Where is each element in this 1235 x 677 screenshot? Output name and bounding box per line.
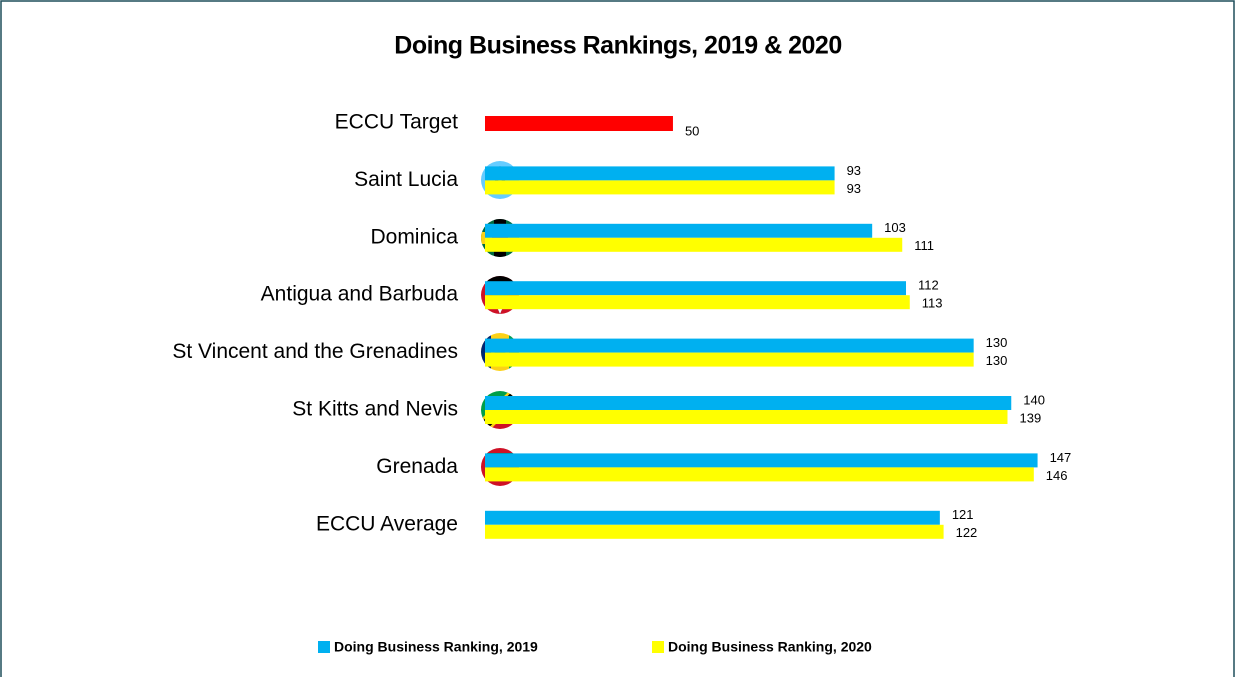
chart-title: Doing Business Rankings, 2019 & 2020 bbox=[394, 32, 841, 60]
legend-swatch bbox=[318, 641, 330, 653]
value-label: 112 bbox=[918, 278, 939, 293]
value-label: 103 bbox=[884, 220, 906, 235]
bar bbox=[485, 524, 944, 539]
bar bbox=[485, 295, 910, 310]
value-label: 93 bbox=[847, 181, 861, 196]
bar bbox=[485, 180, 835, 195]
value-label: 130 bbox=[986, 353, 1008, 368]
value-label: 50 bbox=[685, 123, 699, 138]
bar bbox=[485, 338, 974, 353]
value-label: 93 bbox=[847, 163, 861, 178]
value-label: 140 bbox=[1023, 392, 1045, 407]
value-label: 121 bbox=[952, 507, 974, 522]
bar bbox=[485, 237, 903, 252]
bar bbox=[485, 510, 940, 525]
value-label: 146 bbox=[1046, 468, 1068, 483]
bar bbox=[485, 223, 873, 238]
legend-swatch bbox=[652, 641, 664, 653]
bar bbox=[485, 281, 907, 296]
category-label: ECCU Average bbox=[316, 512, 458, 535]
bar bbox=[485, 396, 1012, 410]
category-label: Dominica bbox=[370, 225, 458, 248]
category-label: Antigua and Barbuda bbox=[261, 283, 459, 306]
value-label: 130 bbox=[986, 335, 1008, 350]
category-label: Grenada bbox=[376, 455, 458, 478]
bar bbox=[485, 410, 1008, 424]
bar bbox=[485, 453, 1038, 468]
category-label: ECCU Target bbox=[335, 111, 458, 134]
legend-label: Doing Business Ranking, 2020 bbox=[668, 639, 872, 655]
value-label: 139 bbox=[1019, 410, 1041, 425]
value-label: 122 bbox=[956, 525, 978, 540]
category-label: Saint Lucia bbox=[354, 168, 458, 191]
bar bbox=[485, 352, 974, 367]
bar bbox=[485, 166, 835, 181]
target-bar bbox=[485, 116, 673, 131]
category-label: St Vincent and the Grenadines bbox=[172, 340, 458, 363]
legend-label: Doing Business Ranking, 2019 bbox=[334, 639, 538, 655]
bar bbox=[485, 467, 1034, 482]
category-label: St Kitts and Nevis bbox=[292, 398, 458, 421]
value-label: 111 bbox=[914, 238, 934, 253]
value-label: 113 bbox=[922, 296, 943, 311]
value-label: 147 bbox=[1050, 450, 1072, 465]
